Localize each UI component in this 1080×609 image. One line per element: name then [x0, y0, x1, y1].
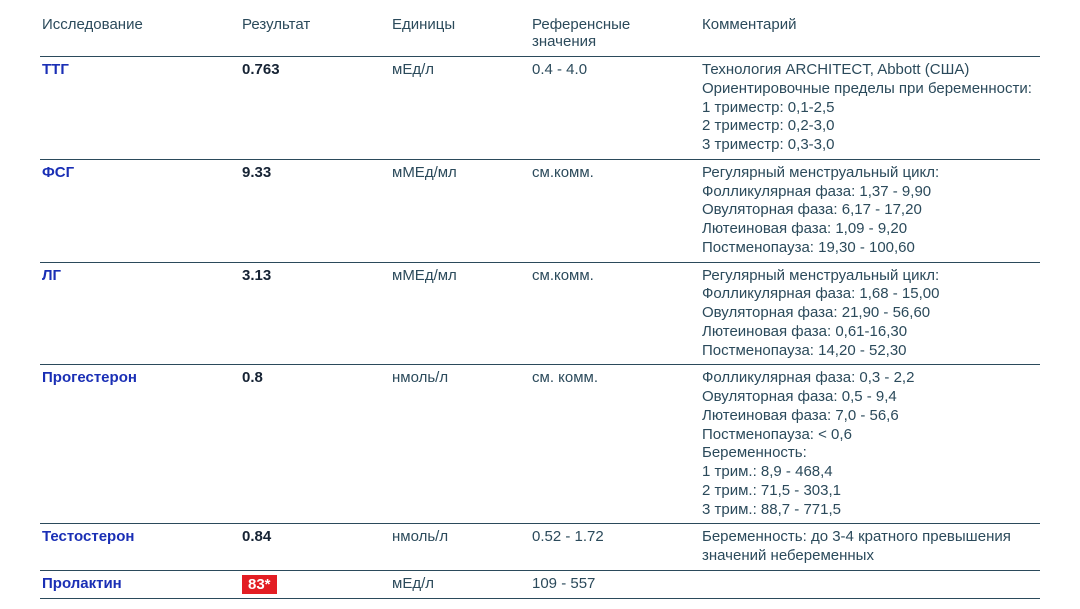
table-body: ТТГ0.763мЕд/л0.4 - 4.0Технология ARCHITE…: [40, 57, 1040, 599]
result-value: 3.13: [240, 262, 390, 365]
result-value: 0.84: [240, 524, 390, 571]
units-value: мЕд/л: [390, 570, 530, 598]
units-value: мМЕд/мл: [390, 262, 530, 365]
units-value: нмоль/л: [390, 365, 530, 524]
test-name: Тестостерон: [40, 524, 240, 571]
reference-value: см.комм.: [530, 262, 700, 365]
lab-results-table: Исследование Результат Единицы Референсн…: [40, 10, 1040, 599]
units-value: мМЕд/мл: [390, 159, 530, 262]
comment-value: Беременность: до 3-4 кратного превышения…: [700, 524, 1040, 571]
col-result: Результат: [240, 10, 390, 57]
reference-value: см. комм.: [530, 365, 700, 524]
result-value: 0.763: [240, 57, 390, 160]
result-value: 83*: [240, 570, 390, 598]
test-name: Пролактин: [40, 570, 240, 598]
comment-value: [700, 570, 1040, 598]
table-row: Тестостерон0.84нмоль/л0.52 - 1.72Беремен…: [40, 524, 1040, 571]
test-name: ФСГ: [40, 159, 240, 262]
comment-value: Фолликулярная фаза: 0,3 - 2,2 Овуляторна…: [700, 365, 1040, 524]
comment-value: Технология ARCHITECT, Abbott (США) Ориен…: [700, 57, 1040, 160]
result-value: 0.8: [240, 365, 390, 524]
result-value: 9.33: [240, 159, 390, 262]
table-row: ФСГ9.33мМЕд/млсм.комм.Регулярный менстру…: [40, 159, 1040, 262]
reference-value: 0.4 - 4.0: [530, 57, 700, 160]
col-units: Единицы: [390, 10, 530, 57]
col-comment: Комментарий: [700, 10, 1040, 57]
table-row: Пролактин83* мЕд/л109 - 557: [40, 570, 1040, 598]
table-header-row: Исследование Результат Единицы Референсн…: [40, 10, 1040, 57]
flagged-badge: 83*: [242, 575, 277, 594]
test-name: Прогестерон: [40, 365, 240, 524]
table-row: ТТГ0.763мЕд/л0.4 - 4.0Технология ARCHITE…: [40, 57, 1040, 160]
col-test: Исследование: [40, 10, 240, 57]
reference-value: см.комм.: [530, 159, 700, 262]
comment-value: Регулярный менструальный цикл: Фолликуля…: [700, 262, 1040, 365]
comment-value: Регулярный менструальный цикл: Фолликуля…: [700, 159, 1040, 262]
test-name: ЛГ: [40, 262, 240, 365]
units-value: нмоль/л: [390, 524, 530, 571]
reference-value: 109 - 557: [530, 570, 700, 598]
units-value: мЕд/л: [390, 57, 530, 160]
reference-value: 0.52 - 1.72: [530, 524, 700, 571]
table-row: Прогестерон0.8нмоль/лсм. комм.Фолликуляр…: [40, 365, 1040, 524]
col-reference: Референсные значения: [530, 10, 700, 57]
table-row: ЛГ3.13мМЕд/млсм.комм.Регулярный менструа…: [40, 262, 1040, 365]
test-name: ТТГ: [40, 57, 240, 160]
